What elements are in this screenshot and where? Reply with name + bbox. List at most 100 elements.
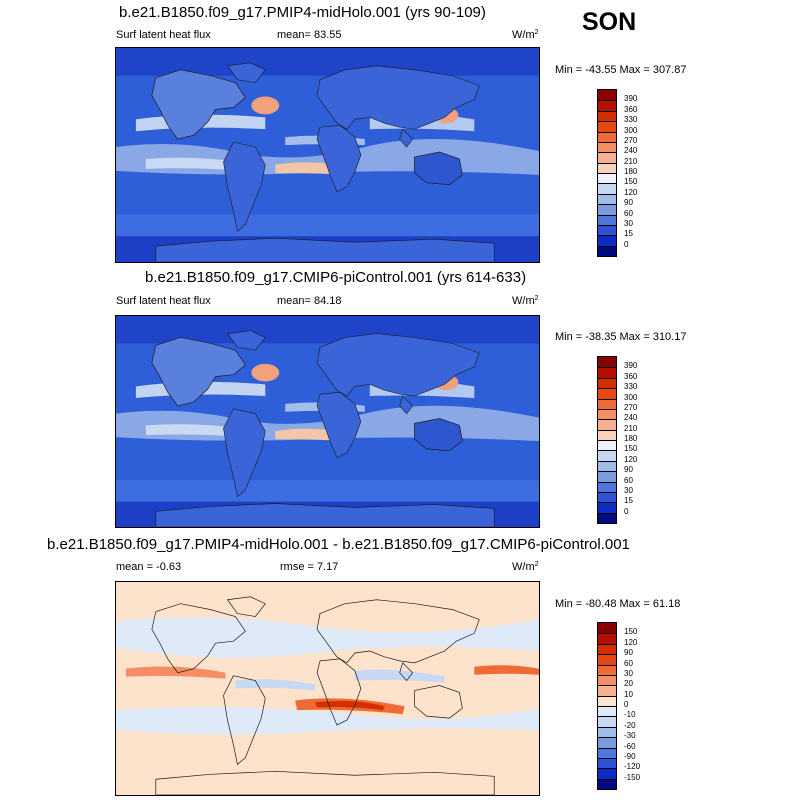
colorbar-cell: [598, 100, 616, 111]
colorbar-cell: [598, 429, 616, 440]
panel-3-rmse-label: rmse = 7.17: [280, 561, 339, 573]
colorbar-tick-label: 30: [624, 668, 633, 678]
colorbar-cell: [598, 778, 616, 789]
colorbar-tick-label: -120: [624, 762, 641, 772]
colorbar-tick-label: 240: [624, 413, 638, 423]
colorbar-tick-label: -10: [624, 710, 636, 720]
colorbar-cell: [598, 654, 616, 665]
colorbar-tick-label: 60: [624, 208, 633, 218]
panel-1-units: W/m2: [512, 29, 539, 41]
colorbar-cell: [598, 90, 616, 101]
colorbar-cell: [598, 152, 616, 163]
colorbar-tick-label: 15: [624, 229, 633, 239]
colorbar-cell: [598, 121, 616, 132]
colorbar-cell: [598, 747, 616, 758]
colorbar-tick-label: 150: [624, 177, 638, 187]
panel-1-mean-label: mean= 83.55: [277, 29, 342, 41]
colorbar-cell: [598, 726, 616, 738]
colorbar-cell: [598, 633, 616, 644]
panel-1-left-label: Surf latent heat flux: [116, 29, 211, 41]
colorbar-cell: [598, 674, 616, 686]
colorbar-cell: [598, 716, 616, 727]
panel-2-minmax: Min = -38.35 Max = 310.17: [555, 331, 687, 343]
colorbar-cell: [598, 737, 616, 748]
panel-1-map: [115, 47, 540, 263]
colorbar-cell: [598, 695, 616, 706]
colorbar-cell: [598, 450, 616, 461]
panel-1-title: b.e21.B1850.f09_g17.PMIP4-midHolo.001 (y…: [119, 4, 486, 21]
colorbar-tick-label: 120: [624, 454, 638, 464]
season-label: SON: [582, 8, 637, 36]
panel-2-left-label: Surf latent heat flux: [116, 295, 211, 307]
colorbar-tick-label: -30: [624, 731, 636, 741]
colorbar-tick-label: 180: [624, 434, 638, 443]
colorbar-tick-label: 90: [624, 648, 633, 658]
panel-2-units: W/m2: [512, 295, 539, 307]
colorbar-tick-label: 150: [624, 627, 638, 637]
colorbar-tick-label: 360: [624, 371, 638, 381]
colorbar-cell: [598, 173, 616, 184]
colorbar-cell: [598, 481, 616, 492]
colorbar-cell: [598, 388, 616, 399]
colorbar-cell: [598, 643, 616, 655]
colorbar-tick-label: -150: [624, 772, 641, 782]
colorbar-cell: [598, 768, 616, 779]
colorbar-tick-label: 120: [624, 187, 638, 197]
panel-3-mean-label: mean = -0.63: [116, 561, 182, 573]
colorbar-tick-label: 60: [624, 658, 633, 668]
colorbar-tick-label: 360: [624, 104, 638, 114]
colorbar-cell: [598, 183, 616, 194]
colorbar-tick-label: 390: [624, 361, 638, 371]
colorbar-tick-label: 330: [624, 382, 638, 392]
colorbar-tick-label: -90: [624, 751, 636, 761]
panel-1-colorbar: 390 360 330 300 270 240 210 180 150 120 90 60 30 15 0: [597, 89, 637, 257]
colorbar-tick-label: 330: [624, 115, 638, 125]
colorbar-tick-label: 90: [624, 465, 633, 475]
colorbar-cell: [598, 204, 616, 215]
colorbar-tick-label: 20: [624, 679, 633, 689]
colorbar-cell: [598, 664, 616, 675]
panel-3-map: [115, 581, 540, 796]
colorbar-tick-label: 30: [624, 218, 633, 228]
panel-3-colorbar: 150 120 90 60 30 20 10 0 -10 -20 -30 -60 -90 -120 -150: [597, 622, 640, 790]
colorbar-cell: [598, 245, 616, 256]
colorbar-cell: [598, 377, 616, 389]
colorbar-cell: [598, 398, 616, 409]
colorbar-cell: [598, 367, 616, 378]
panel-2-title: b.e21.B1850.f09_g17.CMIP6-piControl.001 …: [145, 269, 527, 286]
panel-1-minmax: Min = -43.55 Max = 307.87: [555, 64, 687, 76]
colorbar-cell: [598, 440, 616, 451]
colorbar-tick-label: 0: [624, 700, 629, 709]
colorbar-tick-label: 60: [624, 475, 633, 485]
panel-3-units: W/m2: [512, 561, 539, 573]
colorbar-tick-label: 240: [624, 146, 638, 156]
colorbar-cell: [598, 502, 616, 513]
panel-2-mean-label: mean= 84.18: [277, 295, 342, 307]
colorbar-cell: [598, 408, 616, 420]
colorbar-cell: [598, 685, 616, 696]
colorbar-cell: [598, 141, 616, 153]
colorbar-tick-label: 210: [624, 156, 638, 166]
colorbar-tick-label: -20: [624, 720, 636, 730]
colorbar-cell: [598, 131, 616, 142]
colorbar-tick-label: 270: [624, 135, 638, 145]
colorbar-tick-label: 210: [624, 423, 638, 433]
colorbar-cell: [598, 491, 616, 503]
panel-3-title: b.e21.B1850.f09_g17.PMIP4-midHolo.001 - …: [47, 536, 630, 553]
colorbar-tick-label: 90: [624, 198, 633, 208]
colorbar-tick-label: 15: [624, 496, 633, 506]
colorbar-cell: [598, 623, 616, 634]
colorbar-cell: [598, 512, 616, 523]
colorbar-tick-label: 0: [624, 239, 629, 249]
colorbar-cell: [598, 193, 616, 205]
colorbar-tick-label: 120: [624, 637, 638, 647]
colorbar-cell: [598, 471, 616, 482]
panel-2-colorbar: 390 360 330 300 270 240 210 180 150 120 90 60 30 15 0: [597, 356, 637, 524]
colorbar-tick-label: 390: [624, 94, 638, 104]
colorbar-tick-label: 10: [624, 689, 633, 699]
colorbar-cell: [598, 757, 616, 769]
colorbar-tick-label: -60: [624, 741, 636, 751]
panel-3-minmax: Min = -80.48 Max = 61.18: [555, 598, 681, 610]
colorbar-tick-label: 300: [624, 392, 638, 402]
colorbar-cell: [598, 224, 616, 236]
